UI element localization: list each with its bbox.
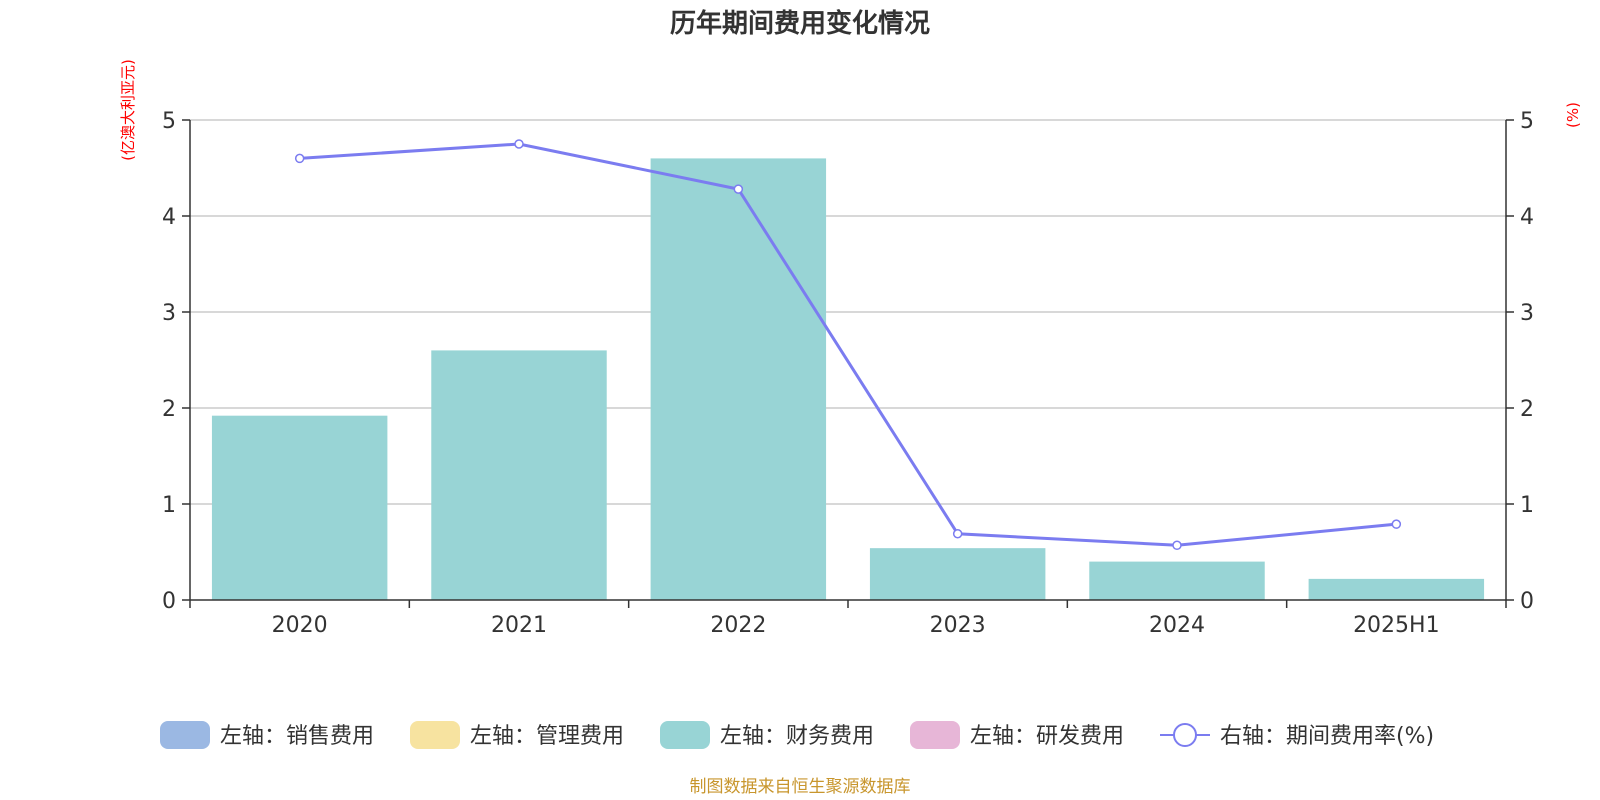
rate-point-2025H1 — [1391, 519, 1402, 529]
line-layer — [294, 139, 1402, 551]
bar-2022 — [650, 158, 827, 600]
x-axis-tick-label: 2022 — [710, 613, 766, 638]
left-axis-unit-label: (亿澳大利亚元) — [119, 59, 137, 161]
left-axis-tick-label: 2 — [162, 397, 176, 422]
bar-2025H1 — [1308, 578, 1485, 600]
legend-marker — [1173, 723, 1197, 747]
right-axis-tick-label: 3 — [1520, 301, 1534, 326]
bar-2021 — [431, 350, 607, 600]
left-axis-tick-label: 3 — [162, 301, 176, 326]
source-note: 制图数据来自恒生聚源数据库 — [690, 777, 911, 797]
bar-2020 — [211, 415, 388, 600]
legend-label: 左轴：销售费用 — [220, 724, 374, 749]
x-axis-tick-label: 2023 — [930, 613, 986, 638]
right-axis-unit-label: (%) — [1564, 102, 1582, 128]
legend-swatch — [910, 721, 960, 749]
x-axis-tick-label: 2024 — [1149, 613, 1205, 638]
right-axis-tick-label: 0 — [1520, 589, 1534, 614]
right-axis-tick-label: 4 — [1520, 205, 1534, 230]
rate-line — [299, 142, 1397, 547]
legend-swatch — [660, 721, 710, 749]
right-axis-tick-label: 5 — [1520, 109, 1534, 134]
legend-swatch — [160, 721, 210, 749]
grid-layer — [190, 119, 1506, 505]
legend: 左轴：销售费用 左轴：管理费用 左轴：财务费用 左轴：研发费用 右轴：期间费用率(%) — [160, 721, 1434, 749]
legend-label: 左轴：研发费用 — [970, 724, 1124, 749]
left-axis-tick-label: 1 — [162, 493, 176, 518]
rate-point-2020 — [294, 153, 305, 164]
left-axis-tick-label: 4 — [162, 205, 176, 230]
right-axis-tick-label: 1 — [1520, 493, 1534, 518]
x-axis-tick-label: 2025H1 — [1353, 613, 1440, 638]
rate-point-2023 — [952, 529, 963, 539]
rate-point-2021 — [514, 139, 524, 149]
bar-2024 — [1089, 561, 1265, 600]
x-axis-tick-label: 2020 — [272, 613, 328, 638]
bar-layer — [211, 158, 1485, 600]
rate-point-2022 — [733, 184, 744, 194]
legend-label: 左轴：管理费用 — [470, 724, 624, 749]
chart-title: 历年期间费用变化情况 — [670, 8, 930, 39]
left-axis-tick-label: 5 — [162, 109, 176, 134]
axis-layer: 0 1 2 3 4 5 0 1 2 3 4 5 2020 2021 2022 2023 2024 2025H1 — [162, 109, 1534, 638]
legend-swatch — [410, 721, 460, 749]
right-axis-tick-label: 2 — [1520, 397, 1534, 422]
x-axis-tick-label: 2021 — [491, 613, 547, 638]
bar-2023 — [869, 548, 1046, 600]
left-axis-tick-label: 0 — [162, 589, 176, 614]
legend-label: 右轴：期间费用率(%) — [1220, 724, 1434, 749]
rate-point-2024 — [1172, 540, 1182, 551]
legend-label: 左轴：财务费用 — [720, 724, 874, 749]
